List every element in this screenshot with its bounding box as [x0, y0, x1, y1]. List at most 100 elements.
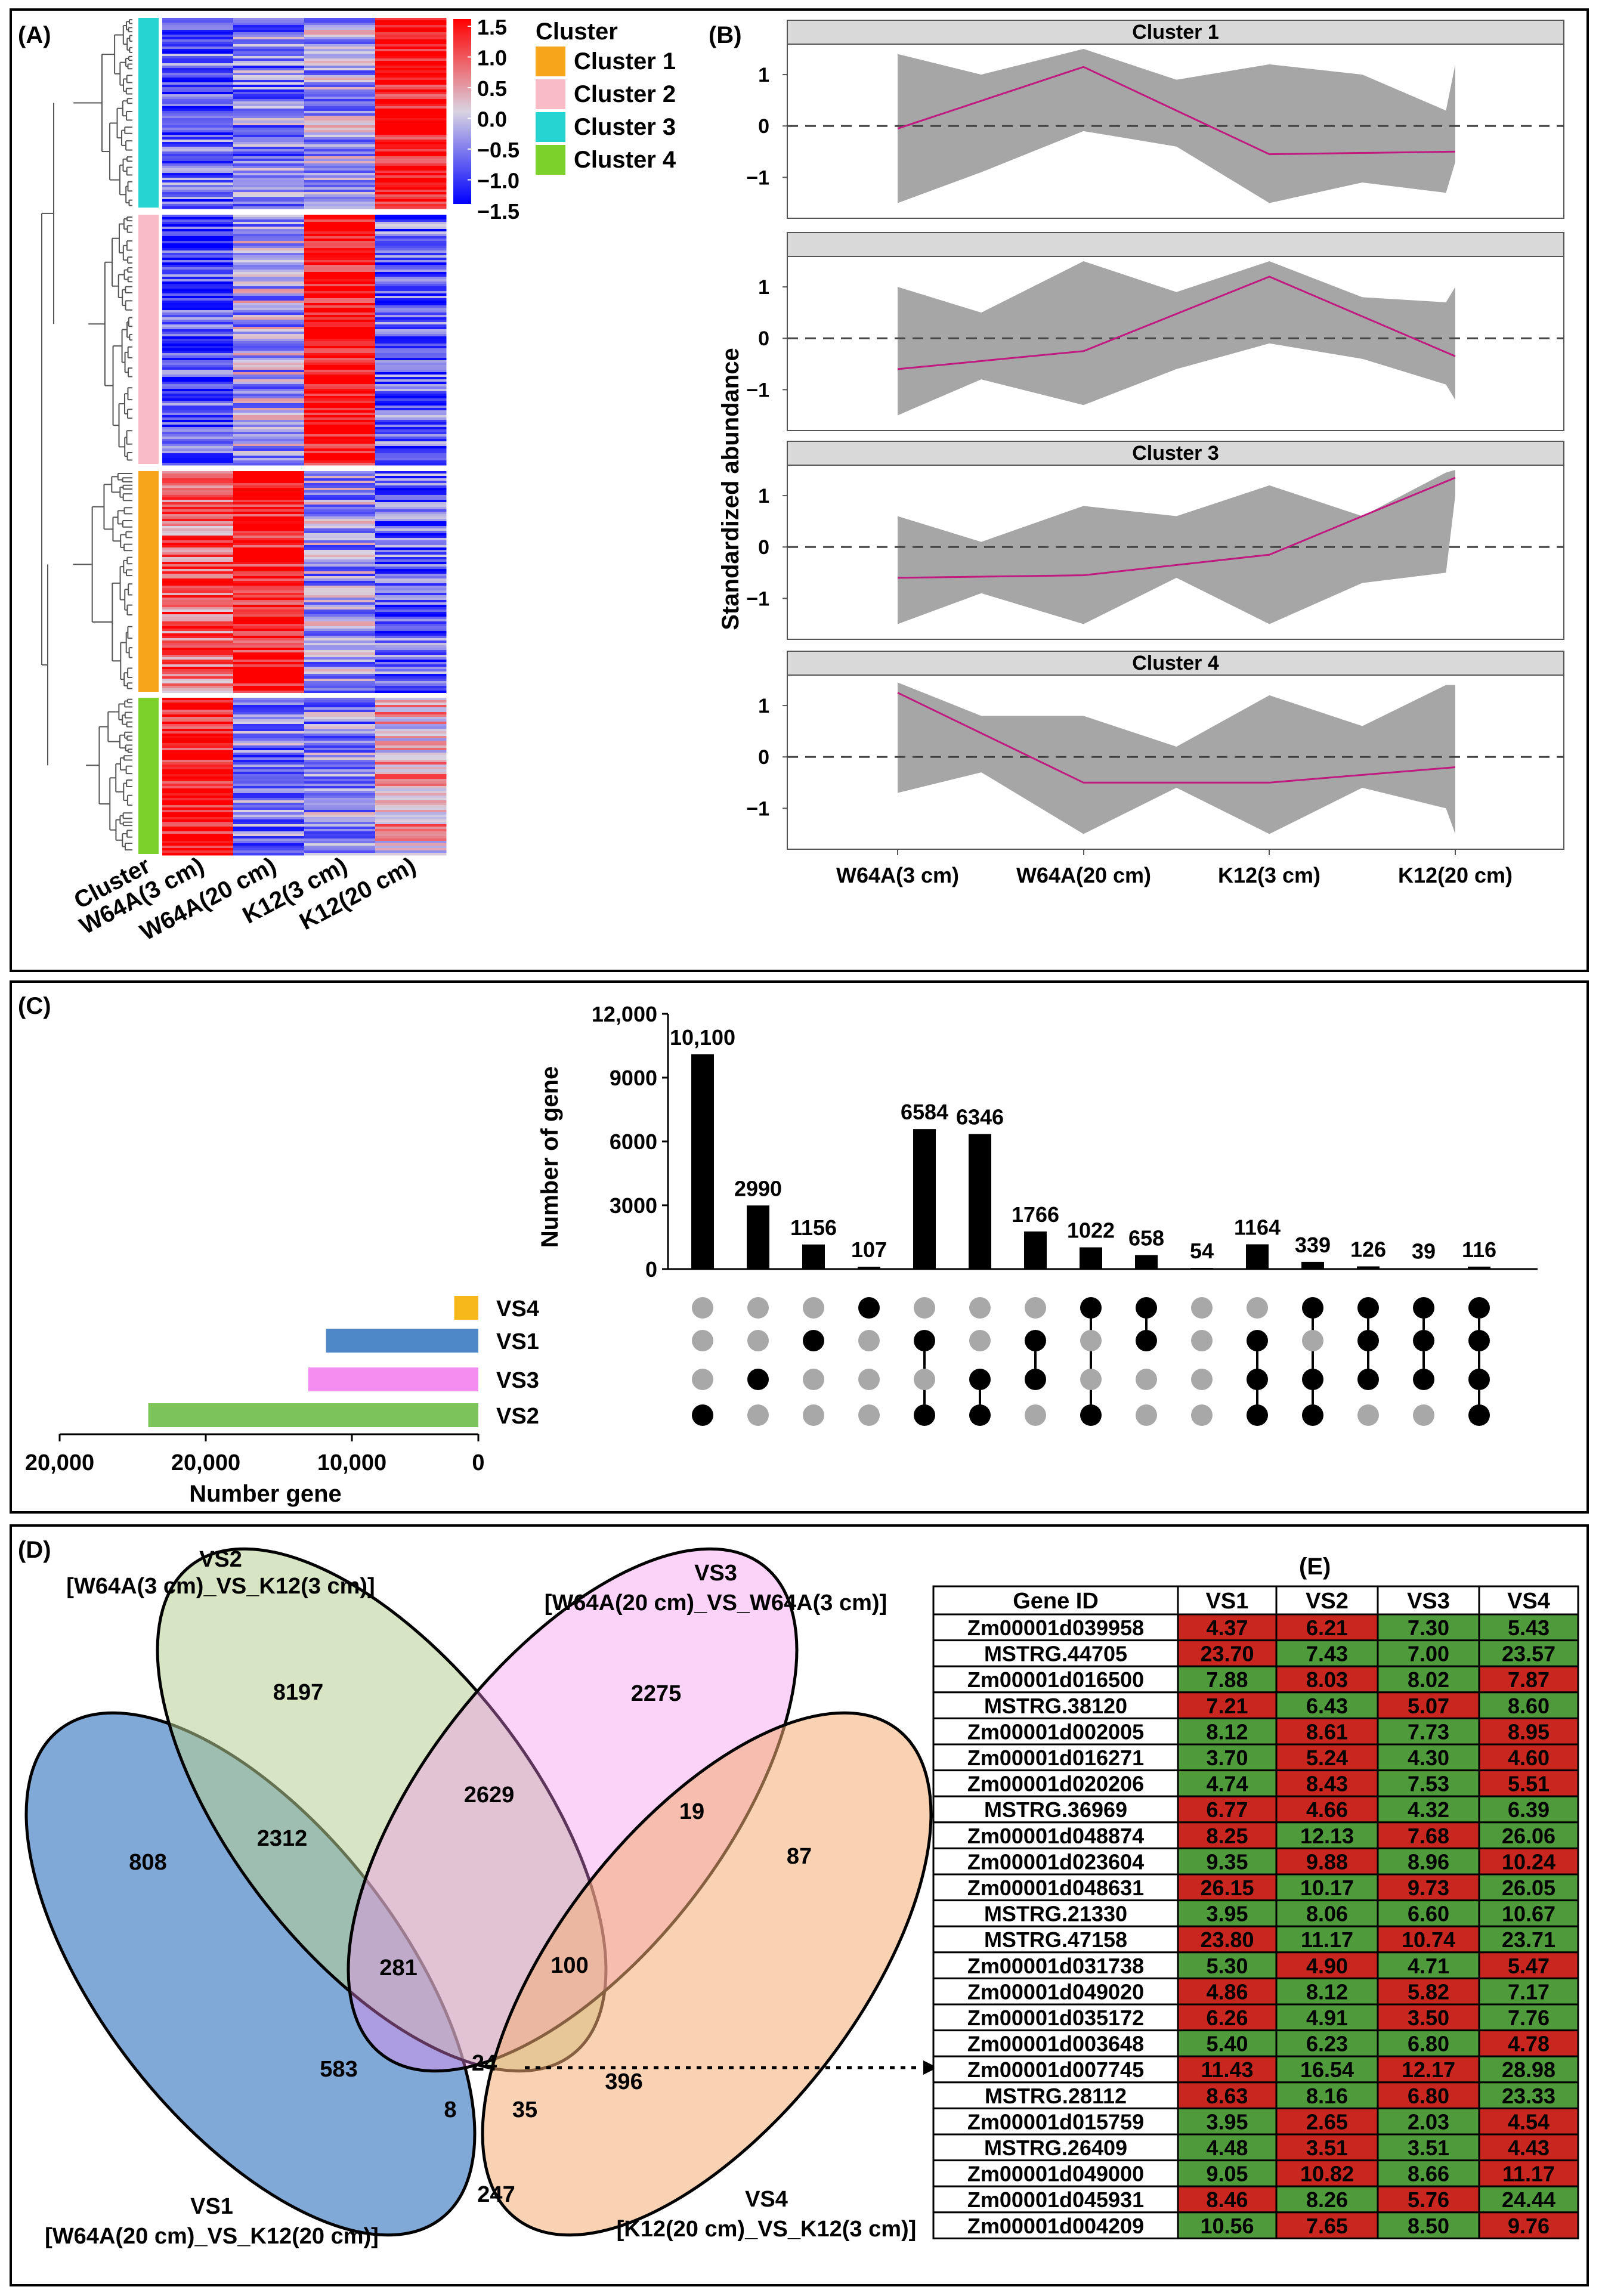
heatmap-cell	[233, 456, 305, 459]
heatmap-cell	[162, 44, 234, 47]
facet-strip	[787, 441, 1564, 466]
table-value: 10.67	[1502, 1902, 1555, 1926]
upset-dot-empty	[969, 1330, 991, 1351]
heatmap-cell	[233, 567, 305, 570]
heatmap-cell	[162, 516, 234, 519]
heatmap-cell	[375, 838, 447, 841]
heatmap-cell	[233, 248, 305, 251]
heatmap-cell	[375, 574, 447, 577]
heatmap-cell	[304, 434, 376, 437]
y-tick-label: 1	[758, 276, 769, 299]
heatmap-cell	[304, 729, 376, 732]
heatmap-cell	[162, 56, 234, 59]
heatmap-cell	[375, 410, 447, 413]
heatmap-cell	[304, 113, 376, 116]
heatmap-cell	[233, 250, 305, 253]
heatmap-cell	[304, 507, 376, 510]
table-value: 2.03	[1408, 2109, 1449, 2134]
table-gene-id: Zm00001d045931	[967, 2187, 1144, 2212]
heatmap-cell	[233, 753, 305, 756]
heatmap-cell	[233, 698, 305, 701]
table-value: 7.53	[1408, 1772, 1449, 1796]
table-cell	[932, 2185, 1179, 2214]
heatmap-cell	[375, 267, 447, 270]
heatmap-cell	[375, 717, 447, 720]
heatmap-cell	[375, 413, 447, 416]
heatmap-cell	[304, 474, 376, 476]
heatmap-cell	[304, 420, 376, 423]
heatmap-cell	[162, 258, 234, 261]
heatmap-cell	[162, 648, 234, 651]
heatmap-cell	[375, 194, 447, 197]
upset-dot-filled	[1302, 1297, 1323, 1319]
heatmap-cell	[304, 521, 376, 524]
heatmap-cell	[304, 346, 376, 349]
heatmap-cell	[304, 348, 376, 351]
heatmap-cell	[375, 329, 447, 332]
heatmap-cell	[375, 488, 447, 491]
heatmap-cell	[304, 495, 376, 498]
panel-d-label: (D)	[18, 1537, 51, 1563]
heatmap-cell	[233, 593, 305, 596]
heatmap-cell	[304, 838, 376, 841]
heatmap-cell	[375, 478, 447, 481]
heatmap-cell	[233, 590, 305, 593]
heatmap-cell	[375, 80, 447, 83]
heatmap-cell	[233, 679, 305, 682]
heatmap-cell	[162, 593, 234, 596]
heatmap-cell	[375, 731, 447, 734]
table-cell	[1275, 1613, 1379, 1642]
heatmap-cell	[233, 168, 305, 171]
heatmap-cell	[162, 831, 234, 834]
table-value: 4.91	[1306, 2006, 1348, 2030]
cluster-color-bar	[138, 18, 159, 854]
heatmap-cell	[162, 552, 234, 555]
venn-region-count: 24	[472, 2051, 497, 2076]
heatmap-cell	[304, 166, 376, 169]
heatmap-cell	[162, 32, 234, 35]
heatmap-cell	[233, 441, 305, 444]
heatmap-cell	[375, 683, 447, 686]
heatmap-cell	[304, 767, 376, 770]
heatmap-cell	[233, 657, 305, 660]
venn-region-count: 100	[551, 1953, 588, 1978]
heatmap-cell	[162, 590, 234, 593]
heatmap-cell	[233, 42, 305, 45]
heatmap-cell	[162, 51, 234, 54]
table-cell	[1478, 2159, 1579, 2187]
heatmap-cell	[304, 334, 376, 337]
heatmap-cell	[233, 372, 305, 375]
heatmap-cell	[162, 365, 234, 368]
heatmap-cell	[375, 389, 447, 392]
heatmap-cell	[233, 738, 305, 741]
heatmap-cell	[233, 755, 305, 758]
heatmap-cell	[233, 824, 305, 827]
heatmap-cell	[375, 274, 447, 277]
heatmap-cell	[162, 401, 234, 404]
heatmap-cell	[233, 190, 305, 193]
heatmap-cell	[162, 686, 234, 689]
heatmap-cell	[375, 56, 447, 59]
heatmap-cell	[304, 574, 376, 577]
heatmap-cell	[233, 512, 305, 515]
heatmap-cell	[304, 460, 376, 463]
heatmap-cell	[375, 47, 447, 49]
heatmap-cell	[375, 104, 447, 107]
table-cell	[1177, 2003, 1278, 2032]
heatmap-cell	[304, 173, 376, 176]
table-value: 8.95	[1508, 1719, 1550, 1744]
heatmap-cell	[233, 624, 305, 627]
legend-swatch	[536, 79, 565, 109]
table-cell	[1377, 2107, 1480, 2136]
heatmap-cell	[233, 171, 305, 174]
heatmap-cell	[304, 298, 376, 301]
heatmap-cell	[304, 614, 376, 617]
heatmap-cell	[304, 667, 376, 670]
heatmap-cell	[304, 655, 376, 658]
heatmap-cell	[162, 624, 234, 627]
table-cell	[1377, 1899, 1480, 1927]
heatmap-cell	[375, 538, 447, 541]
heatmap-cell	[375, 460, 447, 463]
heatmap-cell	[162, 788, 234, 791]
heatmap-cell	[162, 406, 234, 409]
